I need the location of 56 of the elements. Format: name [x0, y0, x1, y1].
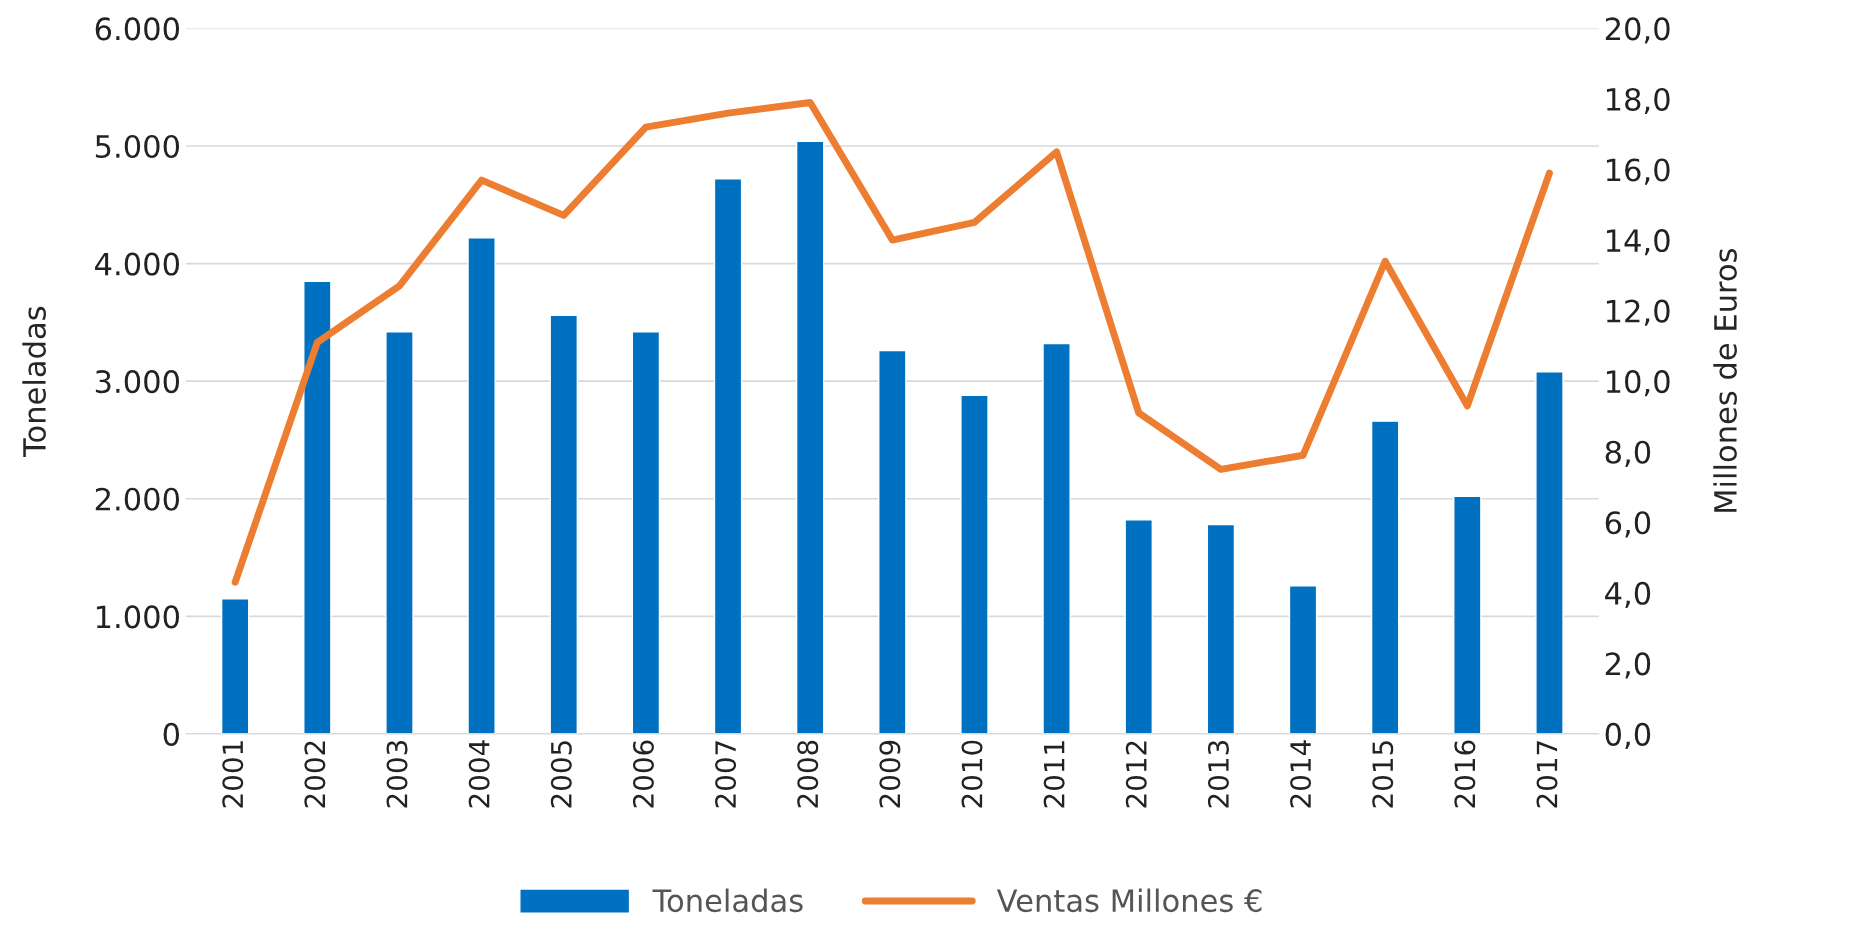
bar: [1535, 371, 1564, 734]
bar: [549, 314, 579, 734]
bar: [1124, 519, 1153, 734]
y2-tick-label: 0,0: [1605, 722, 1651, 750]
y-tick-label: 1.000: [96, 605, 180, 629]
x-tick-label: 2009: [879, 740, 901, 808]
bar: [1206, 523, 1236, 734]
bar: [631, 331, 661, 734]
x-tick-label: 2011: [1043, 741, 1065, 808]
y2-tick-label: 18,0: [1606, 87, 1670, 115]
bar: [1370, 420, 1400, 734]
y-tick-label: 0: [163, 722, 180, 746]
y2-tick-label: 8,0: [1605, 440, 1651, 467]
bar: [1453, 495, 1482, 734]
y2-tick-label: 6,0: [1605, 511, 1651, 538]
y2-tick-label: 14,0: [1606, 229, 1670, 256]
x-tick-label: 2004: [468, 740, 490, 808]
x-tick-label: 2015: [1372, 741, 1394, 808]
bar: [467, 237, 496, 734]
x-tick-label: 2010: [961, 740, 983, 808]
y2-tick-label: 20,0: [1605, 17, 1670, 44]
y2-tick-label: 2,0: [1605, 652, 1651, 679]
x-tick-label: 2013: [1207, 741, 1229, 808]
y-tick-label: 5.000: [95, 134, 180, 159]
bar: [878, 349, 907, 734]
y2-tick-label: 4,0: [1605, 581, 1651, 608]
x-tick-label: 2002: [304, 741, 326, 808]
y2-tick-label: 10,0: [1606, 370, 1670, 397]
bar: [1288, 585, 1318, 734]
x-tick-label: 2003: [386, 741, 408, 808]
x-tick-label: 2007: [715, 741, 737, 808]
x-tick-label: 2017: [1536, 741, 1558, 808]
x-tick-label: 2006: [632, 740, 654, 808]
y-tick-label: 6.000: [95, 17, 180, 41]
x-tick-label: 2001: [222, 741, 244, 808]
bar: [303, 280, 332, 734]
x-tick-label: 2005: [550, 741, 572, 808]
y2-tick-label: 12,0: [1606, 299, 1670, 326]
legend-label: Ventas Millones €: [996, 888, 1262, 913]
legend-label: Toneladas: [652, 888, 803, 913]
bar: [960, 394, 989, 734]
y-tick-label: 2.000: [95, 487, 180, 511]
y-tick-label: 3.000: [95, 370, 180, 394]
bar: [1042, 342, 1071, 734]
x-tick-label: 2008: [797, 740, 819, 808]
x-tick-label: 2012: [1125, 741, 1147, 808]
bar: [713, 178, 743, 734]
x-tick-label: 2014: [1290, 740, 1312, 808]
bar: [220, 598, 250, 734]
bar: [795, 140, 825, 734]
bar: [385, 331, 414, 734]
y2-axis-title: Millones de Euros: [1713, 248, 1737, 512]
y2-tick-label: 16,0: [1606, 158, 1670, 185]
x-tick-label: 2016: [1454, 740, 1476, 808]
y-axis-title: Toneladas: [22, 306, 46, 458]
y-tick-label: 4.000: [95, 252, 180, 276]
